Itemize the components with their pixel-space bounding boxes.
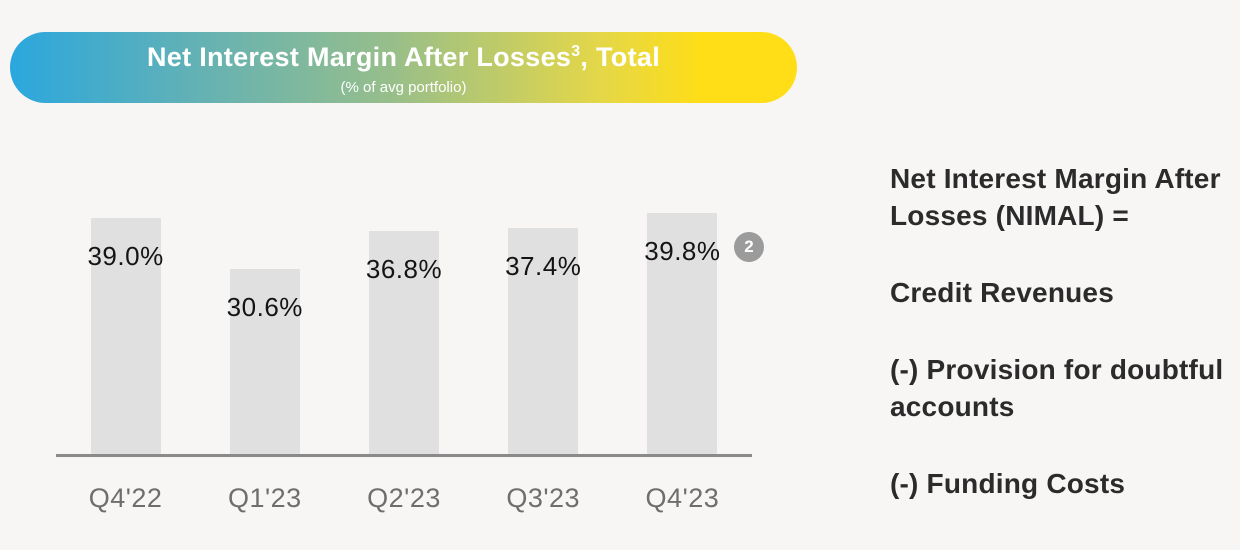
x-axis-labels: Q4'22 Q1'23 Q2'23 Q3'23 Q4'23 [56, 483, 752, 514]
bar-value-label: 39.0% [87, 241, 164, 271]
bar-value-label: 30.6% [226, 292, 303, 322]
bar [229, 269, 300, 455]
nimal-definition-line: (-) Provision for doubtful accounts [890, 354, 1224, 422]
chart-title-banner: Net Interest Margin After Losses3, Total… [10, 32, 797, 103]
x-axis-label: Q4'23 [645, 483, 720, 513]
bar-slots: 39.0% 30.6% 36.8% 37.4% 39.8% [56, 130, 752, 455]
bar [647, 213, 718, 455]
nimal-definition-block: Net Interest Margin After Losses (NIMAL)… [890, 160, 1240, 502]
footnote-badge: 2 [734, 232, 764, 262]
x-axis-label: Q2'23 [367, 483, 441, 513]
bar [508, 228, 579, 455]
nimal-definition-line: Net Interest Margin After Losses (NIMAL)… [890, 163, 1221, 231]
bar-value-label: 37.4% [505, 251, 582, 281]
nimal-definition-line: Credit Revenues [890, 277, 1114, 308]
chart-title-main: Net Interest Margin After Losses [147, 42, 572, 72]
bar-slot: 36.8% [334, 130, 473, 455]
bar-slot: 30.6% [195, 130, 334, 455]
bar-slot: 39.0% [56, 130, 195, 455]
chart-subtitle: (% of avg portfolio) [340, 79, 467, 96]
x-axis-label: Q3'23 [506, 483, 581, 513]
bar-slot: 39.8% [613, 130, 752, 455]
bar [369, 231, 439, 455]
chart-title: Net Interest Margin After Losses3, Total [10, 41, 797, 78]
nimal-definition-line: (-) Funding Costs [890, 468, 1126, 499]
bar-value-label: 39.8% [644, 236, 721, 266]
x-axis-line [56, 454, 752, 457]
chart-title-footnote-sup: 3 [571, 43, 581, 60]
chart-title-tail: , Total [580, 42, 660, 72]
bar-slot: 37.4% [474, 130, 613, 455]
bar-chart: 39.0% 30.6% 36.8% 37.4% 39.8% [56, 130, 752, 455]
bar-value-label: 36.8% [365, 254, 443, 284]
x-axis-label: Q4'22 [88, 483, 163, 513]
bar [90, 218, 161, 455]
x-axis-label: Q1'23 [227, 483, 302, 513]
